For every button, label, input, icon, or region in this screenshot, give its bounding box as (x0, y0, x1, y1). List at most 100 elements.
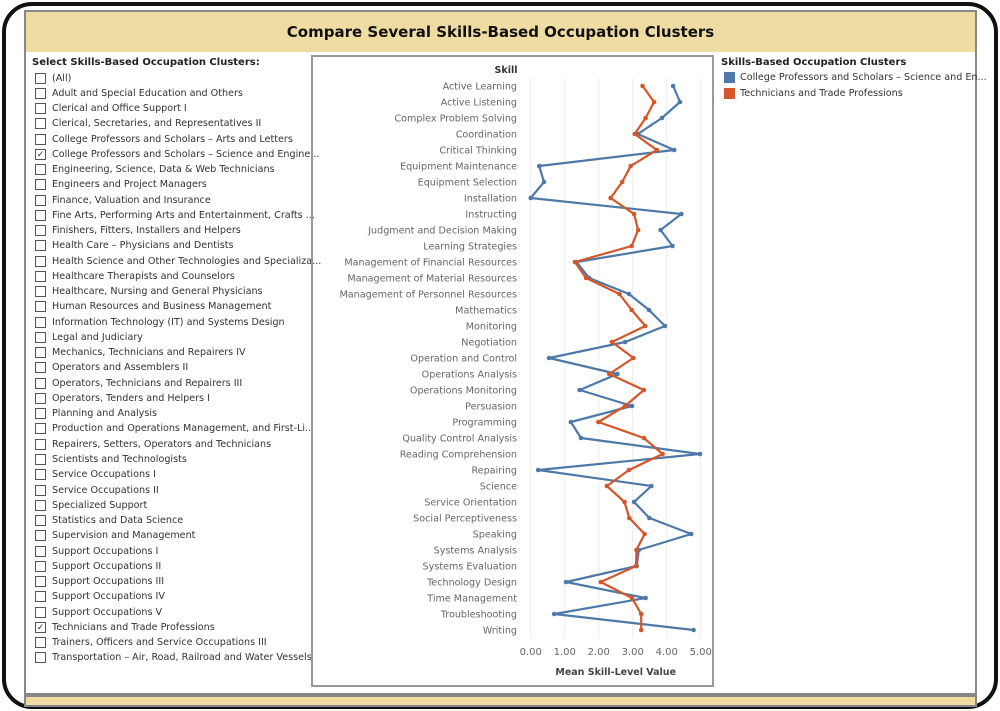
checkbox[interactable] (35, 606, 46, 618)
data-point[interactable] (622, 339, 628, 345)
data-point[interactable] (606, 371, 612, 377)
data-point[interactable] (627, 515, 632, 521)
data-point[interactable] (615, 371, 620, 377)
checkbox[interactable] (35, 377, 46, 389)
legend-item[interactable]: Technicians and Trade Professions (724, 88, 903, 99)
filter-item[interactable]: Human Resources and Business Management (35, 300, 271, 314)
checkbox[interactable] (35, 103, 46, 115)
data-point[interactable] (641, 387, 647, 393)
checkbox[interactable] (35, 316, 46, 328)
checkbox[interactable] (35, 576, 46, 588)
checkbox[interactable] (35, 301, 46, 313)
checkbox[interactable] (35, 331, 46, 343)
checkbox[interactable] (35, 423, 46, 435)
checkbox[interactable] (35, 469, 46, 481)
data-point[interactable] (646, 307, 652, 313)
data-point[interactable] (691, 627, 696, 633)
filter-item[interactable]: Healthcare Therapists and Counselors (35, 269, 235, 283)
checkbox[interactable] (35, 133, 46, 145)
data-point[interactable] (670, 243, 675, 249)
data-point[interactable] (546, 355, 552, 361)
data-point[interactable] (662, 323, 668, 329)
filter-item[interactable]: Service Occupations I (35, 468, 156, 482)
filter-item[interactable]: Supervision and Management (35, 529, 195, 543)
checkbox[interactable] (35, 286, 46, 298)
data-point[interactable] (640, 83, 645, 89)
data-point[interactable] (604, 483, 610, 489)
checkbox[interactable] (35, 545, 46, 557)
data-point[interactable] (583, 275, 589, 281)
checkbox[interactable] (35, 454, 46, 465)
data-point[interactable] (528, 195, 533, 201)
filter-item[interactable]: Health Care – Physicians and Dentists (35, 239, 233, 253)
data-point[interactable] (626, 291, 632, 297)
filter-item[interactable]: Healthcare, Nursing and General Physicia… (35, 285, 263, 299)
checkbox[interactable] (35, 438, 46, 450)
data-point[interactable] (536, 163, 542, 169)
data-point[interactable] (578, 435, 584, 441)
data-point[interactable] (688, 531, 694, 537)
data-point[interactable] (654, 147, 660, 153)
data-point[interactable] (658, 227, 663, 233)
filter-item[interactable]: Support Occupations III (35, 575, 164, 589)
data-point[interactable] (596, 419, 601, 425)
data-point[interactable] (677, 99, 683, 105)
data-point[interactable] (598, 579, 604, 585)
data-point[interactable] (541, 179, 547, 185)
filter-item[interactable]: Support Occupations I (35, 544, 158, 558)
data-point[interactable] (642, 323, 648, 329)
checkbox[interactable] (35, 530, 46, 542)
filter-item[interactable]: Scientists and Technologists (35, 453, 187, 467)
checkbox[interactable] (35, 560, 46, 572)
data-point[interactable] (629, 243, 634, 249)
checkbox[interactable] (35, 515, 46, 527)
data-point[interactable] (638, 611, 644, 617)
checkbox[interactable] (35, 179, 46, 191)
filter-item[interactable]: Adult and Special Education and Others (35, 86, 243, 100)
data-point[interactable] (634, 547, 639, 553)
data-point[interactable] (563, 579, 569, 585)
checkbox[interactable] (35, 652, 46, 664)
filter-item[interactable]: Support Occupations IV (35, 590, 165, 604)
filter-item[interactable]: Information Technology (IT) and Systems … (35, 315, 285, 329)
checkbox[interactable]: ✓ (35, 148, 46, 160)
checkbox[interactable] (35, 87, 46, 99)
filter-item[interactable]: ✓ Technicians and Trade Professions (35, 620, 215, 634)
filter-item[interactable]: Service Occupations II (35, 483, 159, 497)
checkbox[interactable] (35, 408, 46, 420)
checkbox[interactable] (35, 194, 46, 206)
checkbox[interactable] (35, 484, 46, 496)
filter-item[interactable]: Engineering, Science, Data & Web Technic… (35, 163, 275, 177)
filter-item[interactable]: Operators, Tenders and Helpers I (35, 391, 210, 405)
filter-item[interactable]: Legal and Judiciary (35, 330, 143, 344)
checkbox[interactable] (35, 72, 46, 84)
checkbox[interactable] (35, 499, 46, 511)
data-point[interactable] (622, 403, 628, 409)
checkbox[interactable]: ✓ (35, 621, 46, 633)
data-point[interactable] (609, 339, 615, 345)
checkbox[interactable] (35, 255, 46, 267)
checkbox[interactable] (35, 362, 46, 374)
filter-item[interactable]: Engineers and Project Managers (35, 178, 207, 192)
filter-item[interactable]: Specialized Support (35, 498, 147, 512)
data-point[interactable] (643, 115, 648, 121)
filter-item[interactable]: Finishers, Fitters, Installers and Helpe… (35, 224, 241, 238)
data-point[interactable] (635, 227, 641, 233)
data-point[interactable] (632, 131, 638, 137)
data-point[interactable] (633, 563, 639, 569)
data-point[interactable] (631, 355, 636, 361)
checkbox[interactable] (35, 270, 46, 282)
data-point[interactable] (568, 419, 574, 425)
data-point[interactable] (629, 307, 634, 313)
data-point[interactable] (572, 259, 578, 265)
filter-item[interactable]: (All) (35, 71, 71, 85)
data-point[interactable] (551, 611, 557, 617)
data-point[interactable] (643, 595, 648, 601)
checkbox[interactable] (35, 347, 46, 359)
filter-item[interactable]: Statistics and Data Science (35, 514, 183, 528)
data-point[interactable] (651, 99, 657, 105)
filter-item[interactable]: Repairers, Setters, Operators and Techni… (35, 437, 271, 451)
data-point[interactable] (631, 499, 637, 505)
data-point[interactable] (535, 467, 541, 473)
data-point[interactable] (679, 211, 684, 217)
